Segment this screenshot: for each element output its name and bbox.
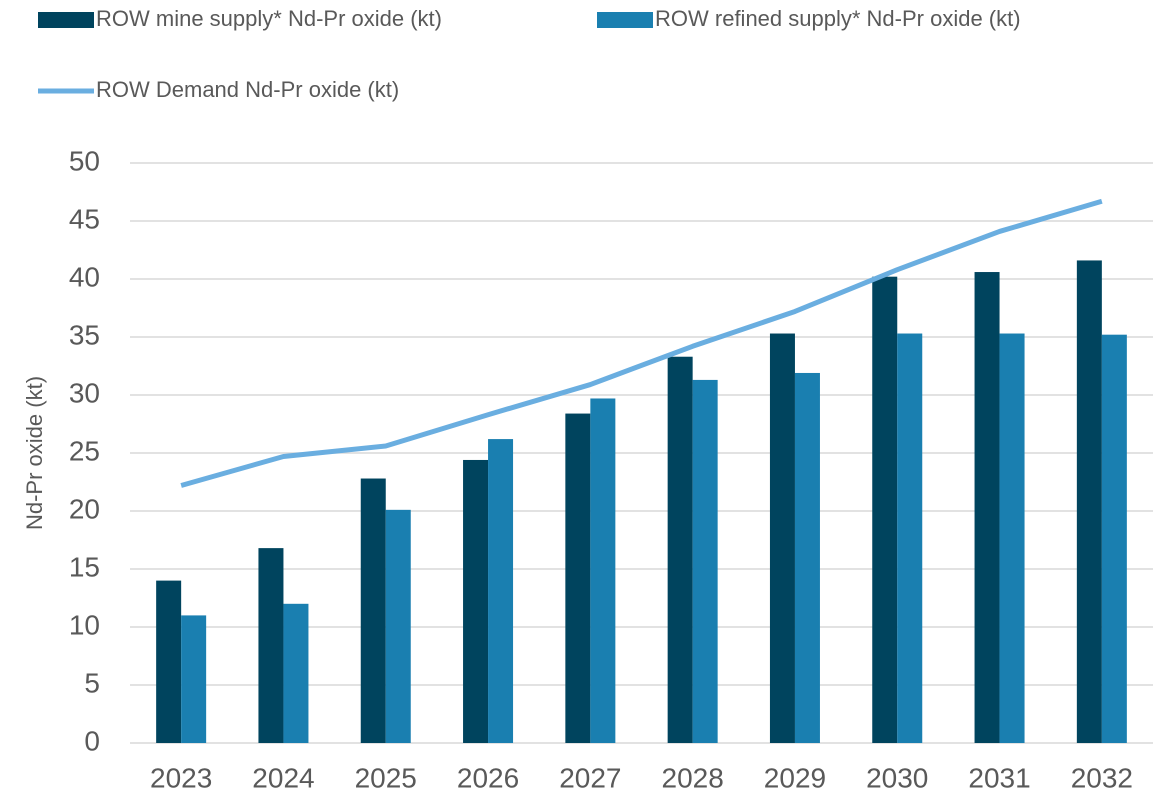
- y-tick-label: 15: [69, 551, 100, 582]
- x-tick-label: 2028: [662, 762, 724, 793]
- x-tick-label: 2023: [150, 762, 212, 793]
- y-tick-label: 45: [69, 203, 100, 234]
- x-tick-label: 2031: [968, 762, 1030, 793]
- legend-swatch: [597, 12, 653, 28]
- line: [180, 198, 1103, 488]
- bar: [565, 413, 591, 743]
- legend-label: ROW refined supply* Nd-Pr oxide (kt): [655, 6, 1021, 31]
- legend-label: ROW Demand Nd-Pr oxide (kt): [96, 77, 399, 102]
- x-tick-label: 2026: [457, 762, 519, 793]
- y-tick-label: 5: [84, 667, 100, 698]
- bar: [667, 356, 693, 743]
- legend-swatch: [38, 12, 94, 28]
- y-tick-label: 50: [69, 145, 100, 176]
- bar: [872, 276, 898, 743]
- y-tick-label: 0: [84, 725, 100, 756]
- legend-label: ROW mine supply* Nd-Pr oxide (kt): [96, 6, 442, 31]
- x-tick-label: 2025: [355, 762, 417, 793]
- bar: [156, 580, 182, 743]
- bar: [283, 603, 309, 743]
- y-tick-label: 40: [69, 261, 100, 292]
- x-tick-label: 2032: [1071, 762, 1133, 793]
- x-tick-label: 2027: [559, 762, 621, 793]
- y-tick-label: 20: [69, 493, 100, 524]
- bar: [1101, 334, 1127, 743]
- bar: [463, 459, 489, 743]
- bar: [258, 548, 284, 743]
- bar: [590, 398, 616, 743]
- bar: [360, 478, 386, 743]
- bar: [794, 372, 820, 743]
- bar: [488, 439, 514, 743]
- x-tick-label: 2029: [764, 762, 826, 793]
- bar: [897, 333, 923, 743]
- y-tick-label: 10: [69, 609, 100, 640]
- y-tick-label: 35: [69, 319, 100, 350]
- x-tick-label: 2024: [252, 762, 314, 793]
- bar: [999, 333, 1025, 743]
- bar: [974, 272, 1000, 743]
- bar: [181, 615, 207, 743]
- y-tick-label: 30: [69, 377, 100, 408]
- x-tick-label: 2030: [866, 762, 928, 793]
- y-axis-label: Nd-Pr oxide (kt): [22, 376, 47, 530]
- bar: [385, 509, 411, 743]
- bar: [692, 379, 718, 743]
- bar: [1076, 260, 1102, 743]
- y-tick-label: 25: [69, 435, 100, 466]
- bar: [769, 333, 795, 743]
